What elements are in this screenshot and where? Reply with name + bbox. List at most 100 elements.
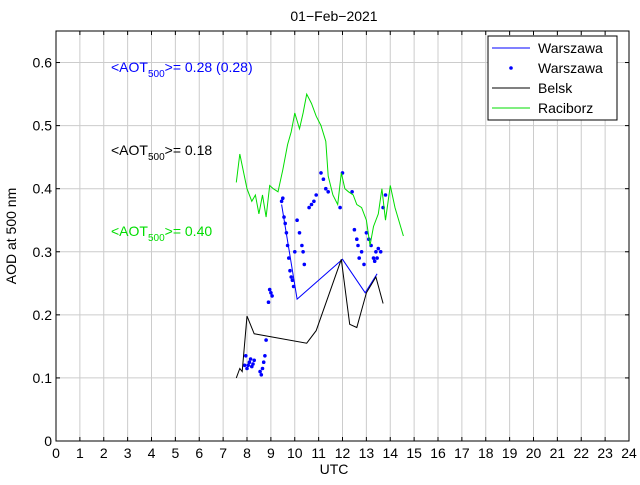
x-tick-label: 8 (243, 445, 251, 461)
data-point (290, 278, 295, 283)
series-line-3 (235, 92, 404, 246)
data-point (307, 205, 311, 210)
data-point (264, 338, 268, 342)
data-point (285, 243, 290, 248)
data-point (263, 354, 267, 358)
data-point (281, 196, 285, 200)
data-point (242, 363, 247, 368)
data-point (266, 300, 271, 305)
data-point (301, 250, 305, 254)
data-point (269, 291, 273, 295)
data-point (359, 250, 364, 254)
y-tick-label: 0 (44, 433, 52, 449)
aot-value: >= 0.18 (165, 142, 213, 158)
data-point (362, 262, 366, 267)
data-point (374, 250, 378, 254)
data-point (293, 250, 297, 254)
legend-swatch-marker (509, 66, 513, 70)
x-tick-label: 24 (621, 445, 637, 461)
x-tick-label: 23 (597, 445, 613, 461)
legend-entry-label: Warszawa (538, 40, 603, 56)
legend-box (487, 35, 618, 121)
data-point (297, 231, 302, 235)
x-tick-label: 19 (502, 445, 518, 461)
data-point (350, 190, 354, 194)
x-tick-label: 12 (335, 445, 351, 461)
x-tick-label: 1 (76, 445, 84, 461)
chart-title: 01−Feb−2021 (290, 8, 377, 24)
x-tick-label: 0 (52, 445, 60, 461)
data-point (312, 199, 316, 204)
aot-value: >= 0.28 (0.28) (165, 59, 253, 75)
data-point (279, 199, 284, 204)
legend-entry-label: Raciborz (538, 100, 593, 116)
x-tick-label: 20 (526, 445, 542, 461)
aot-subscript: 500 (148, 152, 165, 163)
y-tick-label: 0.3 (33, 244, 53, 260)
data-point (295, 218, 299, 222)
data-point (282, 215, 286, 219)
data-point (314, 193, 319, 197)
data-point (284, 231, 289, 235)
data-point (252, 358, 256, 363)
aot-value: >= 0.40 (165, 223, 213, 239)
data-point (259, 373, 264, 377)
legend-entry-label: Belsk (538, 80, 573, 96)
aot-annotation: <AOT500>= 0.40 (111, 223, 212, 244)
data-point (302, 262, 307, 267)
data-point (376, 246, 381, 251)
data-point (300, 243, 304, 248)
y-tick-label: 0.2 (33, 307, 53, 323)
data-point (326, 190, 331, 194)
x-tick-label: 17 (454, 445, 470, 461)
x-tick-label: 6 (195, 445, 203, 461)
x-tick-label: 4 (148, 445, 156, 461)
x-tick-label: 5 (171, 445, 179, 461)
data-point (260, 366, 265, 371)
data-point (261, 360, 266, 365)
data-point (244, 354, 248, 358)
x-tick-label: 10 (287, 445, 303, 461)
aot-prefix: <AOT (111, 59, 148, 75)
aot-annotation: <AOT500>= 0.18 (111, 142, 212, 163)
data-point (352, 227, 357, 232)
x-tick-label: 15 (406, 445, 422, 461)
data-point (283, 221, 288, 226)
aot-subscript: 500 (148, 233, 165, 244)
data-point (309, 202, 314, 207)
data-point (287, 256, 291, 260)
x-tick-label: 2 (100, 445, 108, 461)
data-point (258, 369, 262, 374)
x-tick-label: 14 (382, 445, 398, 461)
data-point (321, 177, 326, 181)
data-point (248, 357, 253, 361)
x-tick-label: 9 (267, 445, 275, 461)
series-layer (235, 92, 404, 379)
y-tick-label: 0.4 (33, 181, 53, 197)
data-point (364, 231, 369, 235)
data-point (371, 256, 376, 260)
data-point (378, 250, 383, 254)
annotations: <AOT500>= 0.28 (0.28)<AOT500>= 0.18<AOT5… (111, 59, 253, 244)
data-point (375, 256, 379, 260)
data-point (251, 362, 255, 366)
x-tick-label: 18 (478, 445, 494, 461)
data-point (270, 294, 274, 298)
data-point (288, 268, 292, 273)
aot-prefix: <AOT (111, 223, 148, 239)
x-tick-label: 21 (550, 445, 566, 461)
y-tick-label: 0.5 (33, 118, 53, 134)
x-tick-label: 22 (573, 445, 589, 461)
data-point (338, 205, 342, 210)
aot-subscript: 500 (148, 69, 165, 80)
data-point (267, 287, 272, 292)
data-point (356, 243, 360, 248)
series-markers-1 (242, 171, 388, 377)
data-point (357, 256, 362, 260)
y-tick-label: 0.1 (33, 370, 53, 386)
data-point (383, 193, 388, 197)
data-point (247, 360, 252, 365)
data-point (289, 275, 294, 279)
data-point (372, 259, 377, 264)
